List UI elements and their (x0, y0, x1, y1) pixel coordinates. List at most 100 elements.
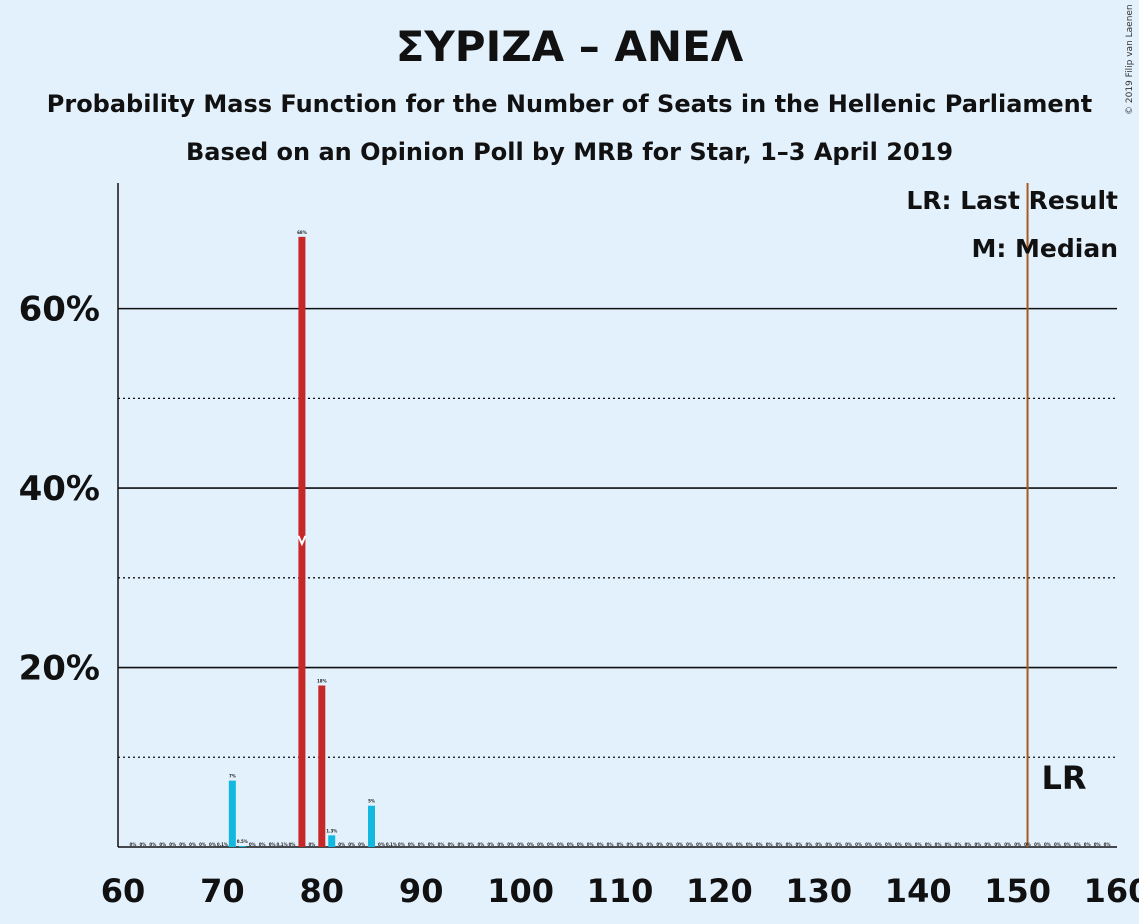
bar-value-label: 0% (815, 842, 822, 847)
y-tick-label: 20% (19, 649, 100, 689)
bar-value-label: 0% (825, 842, 832, 847)
legend-last-result: LR: Last Result (906, 186, 1118, 215)
bar-value-label: 0% (865, 842, 872, 847)
bar-value-label: 0% (577, 842, 584, 847)
bar-value-label: 0% (746, 842, 753, 847)
x-tick-label: 110 (587, 872, 654, 910)
x-tick-label: 130 (785, 872, 852, 910)
bar-value-label: 0% (875, 842, 882, 847)
bar-value-label: 0% (1024, 842, 1031, 847)
bar-value-label: 0% (905, 842, 912, 847)
x-tick-label: 120 (686, 872, 753, 910)
bar-value-label: 0% (1094, 842, 1101, 847)
chart-source-subtitle: Based on an Opinion Poll by MRB for Star… (185, 138, 954, 166)
bar-value-label: 0% (955, 842, 962, 847)
chart-subtitle: Probability Mass Function for the Number… (46, 90, 1093, 118)
chart-title: ΣΥΡΙΖΑ – ΑΝΕΛ (395, 22, 744, 71)
bar-value-label: 7% (229, 774, 236, 779)
bar-value-label: 1.3% (326, 828, 337, 833)
bar-value-label: 0% (676, 842, 683, 847)
bar-value-label: 0% (1054, 842, 1061, 847)
bar-value-label: 0% (378, 842, 385, 847)
bar-value-label: 0% (1014, 842, 1021, 847)
bar-value-label: 0% (130, 842, 137, 847)
bar-value-label: 0% (517, 842, 524, 847)
seat-bar (228, 780, 236, 847)
bar-value-label: 0% (756, 842, 763, 847)
bar-value-label: 0% (974, 842, 981, 847)
bar-value-label: 0% (269, 842, 276, 847)
bar-value-label: 0% (835, 842, 842, 847)
bar-value-label: 0% (786, 842, 793, 847)
bar-value-label: 0% (1104, 842, 1111, 847)
bar-value-label: 0% (567, 842, 574, 847)
bar-value-label: 0% (885, 842, 892, 847)
x-tick-label: 160 (1084, 872, 1139, 910)
bar-value-label: 0% (726, 842, 733, 847)
bar-value-label: 5% (368, 799, 375, 804)
bar-value-label: 0% (468, 842, 475, 847)
seat-bar (318, 685, 326, 847)
bar-value-label: 18% (317, 678, 327, 683)
y-tick-label: 40% (19, 469, 100, 509)
bar-value-label: 0% (249, 842, 256, 847)
y-tick-label: 60% (19, 290, 100, 330)
bar-value-label: 0% (706, 842, 713, 847)
bar-value-label: 0% (159, 842, 166, 847)
bar-value-label: 0% (945, 842, 952, 847)
bar-value-label: 0% (1034, 842, 1041, 847)
bar-value-label: 0% (1084, 842, 1091, 847)
bar-value-label: 0% (845, 842, 852, 847)
bar-value-label: 0% (656, 842, 663, 847)
bar-value-label: 0% (984, 842, 991, 847)
median-marker (297, 535, 307, 547)
bar-value-label: 0% (855, 842, 862, 847)
bar-value-label: 0% (209, 842, 216, 847)
bar-value-label: 0% (547, 842, 554, 847)
seat-bar (368, 805, 375, 847)
bar-value-label: 0.1% (386, 842, 397, 847)
bar-value-label: 0% (438, 842, 445, 847)
bar-value-label: 0% (965, 842, 972, 847)
bar-value-label: 0% (994, 842, 1001, 847)
bar-value-label: 0% (915, 842, 922, 847)
x-tick-label: 90 (399, 872, 444, 910)
bar-value-label: 0% (696, 842, 703, 847)
bar-value-label: 0% (149, 842, 156, 847)
bar-value-label: 0% (189, 842, 196, 847)
bar-value-label: 0% (607, 842, 614, 847)
bar-value-label: 0% (557, 842, 564, 847)
seat-bar (328, 835, 336, 847)
bar-value-label: 0% (199, 842, 206, 847)
bar-value-label: 0% (686, 842, 693, 847)
bar-value-label: 0% (289, 842, 296, 847)
bar-value-label: 0% (597, 842, 604, 847)
bar-value-label: 0% (497, 842, 504, 847)
bar-value-label: 0% (418, 842, 425, 847)
x-tick-label: 80 (300, 872, 345, 910)
bar-value-label: 0% (428, 842, 435, 847)
bar-value-label: 0.1% (217, 842, 228, 847)
legend-median: M: Median (971, 234, 1118, 263)
x-tick-label: 150 (984, 872, 1051, 910)
x-tick-label: 100 (487, 872, 554, 910)
bar-value-label: 0% (259, 842, 266, 847)
bar-value-label: 0% (766, 842, 773, 847)
bar-value-label: 0% (716, 842, 723, 847)
bar-value-label: 0.1% (276, 842, 287, 847)
bar-value-label: 0% (736, 842, 743, 847)
bar-value-label: 0% (636, 842, 643, 847)
bar-value-label: 0% (537, 842, 544, 847)
bar-value-label: 0% (527, 842, 534, 847)
bar-value-label: 0% (487, 842, 494, 847)
bar-value-label: 0% (448, 842, 455, 847)
bar-value-label: 0% (895, 842, 902, 847)
bar-value-label: 0% (348, 842, 355, 847)
bar-value-label: 0% (666, 842, 673, 847)
bar-value-label: 0% (1004, 842, 1011, 847)
last-result-label: LR (1041, 759, 1086, 797)
bar-value-label: 0% (398, 842, 405, 847)
bar-value-label: 0% (507, 842, 514, 847)
bar-value-label: 0% (169, 842, 176, 847)
